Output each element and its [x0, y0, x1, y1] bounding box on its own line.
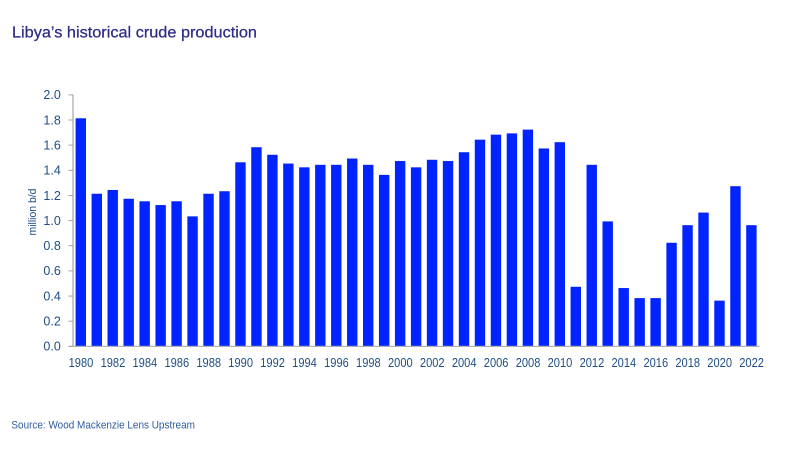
- svg-text:Libya’s historical crude produ: Libya’s historical crude production: [12, 25, 257, 42]
- svg-text:1982: 1982: [101, 355, 126, 370]
- svg-text:1996: 1996: [324, 355, 349, 370]
- svg-text:0.4: 0.4: [43, 289, 60, 303]
- svg-text:2022: 2022: [739, 355, 764, 370]
- svg-text:2016: 2016: [643, 355, 668, 370]
- svg-text:2000: 2000: [388, 355, 413, 370]
- svg-text:0.2: 0.2: [43, 315, 60, 329]
- svg-text:2008: 2008: [516, 355, 541, 370]
- svg-text:1.8: 1.8: [43, 113, 60, 127]
- svg-text:1.6: 1.6: [43, 138, 60, 152]
- svg-text:1988: 1988: [196, 355, 221, 370]
- svg-text:2002: 2002: [420, 355, 445, 370]
- svg-text:0.8: 0.8: [43, 239, 60, 253]
- svg-text:1990: 1990: [228, 355, 253, 370]
- svg-text:2004: 2004: [452, 355, 477, 370]
- svg-text:Source: Wood Mackenzie Lens Up: Source: Wood Mackenzie Lens Upstream: [11, 420, 195, 432]
- svg-text:1994: 1994: [292, 355, 317, 370]
- svg-text:2018: 2018: [675, 355, 700, 370]
- svg-text:2.0: 2.0: [43, 88, 60, 102]
- svg-text:1984: 1984: [133, 355, 158, 370]
- svg-text:2014: 2014: [612, 355, 637, 370]
- svg-text:1992: 1992: [260, 355, 285, 370]
- svg-text:1.0: 1.0: [43, 214, 60, 228]
- svg-text:1.4: 1.4: [43, 164, 60, 178]
- svg-text:2012: 2012: [580, 355, 605, 370]
- svg-text:2020: 2020: [707, 355, 732, 370]
- svg-text:1980: 1980: [69, 355, 94, 370]
- svg-text:million b/d: million b/d: [27, 189, 39, 236]
- svg-text:1998: 1998: [356, 355, 381, 370]
- svg-text:0.6: 0.6: [43, 264, 60, 278]
- svg-text:2010: 2010: [548, 355, 573, 370]
- svg-text:0.0: 0.0: [43, 340, 60, 354]
- svg-text:2006: 2006: [484, 355, 509, 370]
- svg-text:1986: 1986: [164, 355, 189, 370]
- svg-text:1.2: 1.2: [43, 189, 60, 203]
